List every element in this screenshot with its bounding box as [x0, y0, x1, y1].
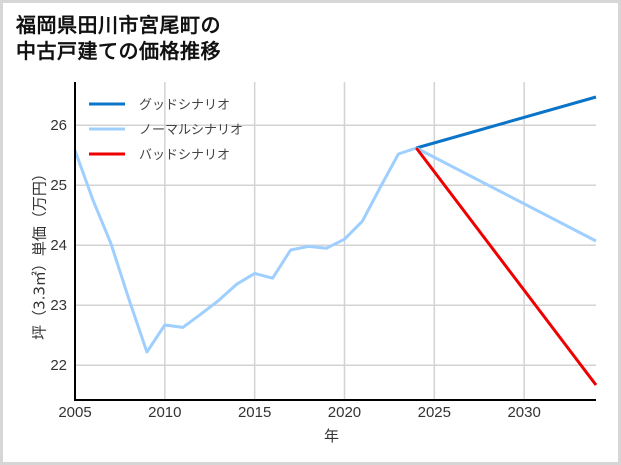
x-tick-label: 2020	[328, 404, 361, 421]
legend-label: グッドシナリオ	[139, 98, 230, 113]
chart-title-line1: 福岡県田川市宮尾町の	[16, 13, 221, 37]
legend-label: バッドシナリオ	[139, 148, 230, 163]
legend-item: ノーマルシナリオ	[89, 123, 243, 138]
series-line-1	[415, 95, 597, 150]
x-tick-label: 2010	[148, 404, 181, 421]
chart-title-line2: 中古戸建ての価格推移	[16, 39, 221, 63]
legend-item: グッドシナリオ	[89, 98, 230, 113]
series-line-0	[73, 146, 417, 354]
y-tick-label: 25	[50, 177, 67, 194]
y-axis-label: 坪（3.3㎡）単価（万円）	[31, 166, 49, 340]
series-line-2	[415, 146, 597, 243]
x-tick-label: 2025	[418, 404, 451, 421]
x-tick-label: 2005	[58, 404, 91, 421]
y-tick-label: 24	[50, 237, 67, 254]
x-tick-label: 2015	[238, 404, 271, 421]
axes	[74, 82, 596, 401]
legend-label: ノーマルシナリオ	[139, 123, 243, 138]
tick-labels: 2005 2010 2015 2020 2025 2030 22 23 24 25 26	[50, 117, 541, 421]
series-line-3	[415, 147, 598, 386]
series-lines	[73, 95, 598, 386]
chart-title: 福岡県田川市宮尾町の 中古戸建ての価格推移	[16, 12, 221, 64]
grid-lines	[75, 82, 596, 400]
y-tick-label: 26	[50, 117, 67, 134]
y-tick-label: 23	[50, 297, 67, 314]
x-tick-label: 2030	[507, 404, 540, 421]
legend-item: バッドシナリオ	[89, 148, 230, 163]
x-axis-label: 年	[324, 427, 339, 445]
y-tick-label: 22	[50, 357, 67, 374]
